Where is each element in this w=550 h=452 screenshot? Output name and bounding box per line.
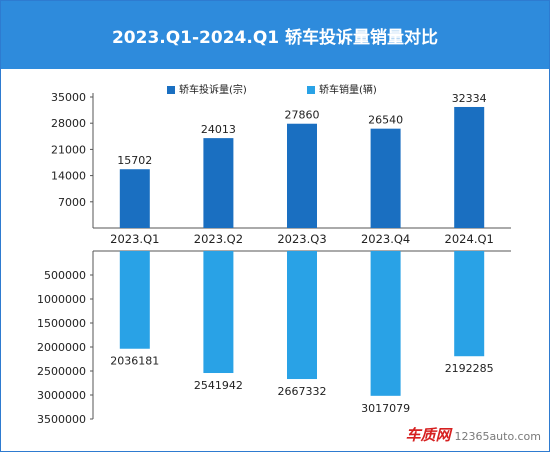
legend-swatch-1: [307, 86, 315, 94]
lower-tick-label: 2500000: [37, 365, 86, 378]
upper-tick-label: 7000: [58, 196, 86, 209]
sales-bar: [119, 251, 150, 349]
lower-tick-label: 3000000: [37, 389, 86, 402]
lower-tick-label: 2000000: [37, 341, 86, 354]
legend-label-0: 轿车投诉量(宗): [179, 83, 247, 96]
legend-label-1: 轿车销量(辆): [319, 83, 377, 96]
complaint-bar: [119, 169, 150, 228]
upper-tick-label: 28000: [51, 117, 86, 130]
watermark-logo: 车质网: [405, 426, 451, 444]
sales-value-label: 2541942: [194, 379, 243, 392]
upper-tick-label: 21000: [51, 143, 86, 156]
category-label: 2023.Q1: [110, 232, 159, 246]
category-label: 2023.Q3: [277, 232, 326, 246]
complaint-value-label: 15702: [117, 154, 152, 167]
lower-tick-label: 3500000: [37, 413, 86, 426]
sales-value-label: 3017079: [361, 402, 410, 415]
lower-tick-label: 1000000: [37, 293, 86, 306]
sales-bar: [287, 251, 317, 380]
category-label: 2024.Q1: [445, 232, 494, 246]
upper-tick-label: 35000: [51, 91, 86, 104]
complaint-value-label: 26540: [368, 114, 403, 127]
sales-value-label: 2192285: [445, 362, 494, 375]
complaint-bar: [454, 106, 485, 228]
lower-tick-label: 500000: [44, 269, 86, 282]
sales-bar: [454, 251, 485, 357]
complaint-value-label: 24013: [201, 123, 236, 136]
watermark-site: 12365auto.com: [454, 430, 541, 443]
sales-bar: [203, 251, 234, 374]
upper-tick-label: 14000: [51, 170, 86, 183]
complaint-bar: [370, 128, 401, 228]
complaint-bar: [287, 123, 317, 228]
complaint-value-label: 27860: [285, 109, 320, 122]
chart-title: 2023.Q1-2024.Q1 轿车投诉量销量对比: [111, 28, 439, 48]
complaint-value-label: 32334: [452, 92, 487, 105]
lower-tick-label: 1500000: [37, 317, 86, 330]
category-label: 2023.Q2: [194, 232, 243, 246]
category-label: 2023.Q4: [361, 232, 410, 246]
legend-swatch-0: [167, 86, 175, 94]
sales-value-label: 2667332: [278, 385, 327, 398]
sales-value-label: 2036181: [110, 355, 159, 368]
watermark: 车质网 12365auto.com: [406, 424, 541, 445]
complaint-bar: [203, 138, 234, 228]
sales-bar: [370, 251, 401, 396]
title-bar: 2023.Q1-2024.Q1 轿车投诉量销量对比: [1, 1, 549, 69]
